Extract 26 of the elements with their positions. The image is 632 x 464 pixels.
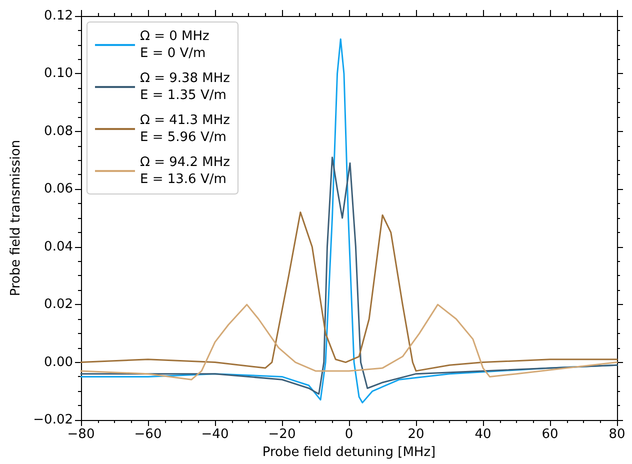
legend-label: Ω = 9.38 MHz E = 1.35 V/m: [140, 71, 230, 103]
y-tick-label: 0.04: [44, 239, 73, 254]
legend-label: Ω = 41.3 MHz E = 5.96 V/m: [140, 113, 230, 145]
y-tick-label: 0.12: [44, 8, 73, 24]
y-tick-label: −0.02: [33, 412, 73, 428]
x-tick-label: −40: [201, 427, 229, 442]
x-tick-label: 20: [408, 427, 424, 442]
x-tick-label: −20: [268, 427, 296, 442]
legend-label: Ω = 94.2 MHz E = 13.6 V/m: [140, 155, 230, 187]
x-tick-label: 80: [608, 427, 626, 442]
y-tick-label: 0.00: [44, 354, 73, 370]
x-axis-title: Probe field detuning [MHz]: [262, 445, 436, 460]
line-series: [80, 156, 618, 395]
x-tick-label: 0: [344, 427, 354, 442]
x-tick-label: 40: [474, 427, 492, 442]
legend-label: Ω = 0 MHz E = 0 V/m: [140, 29, 210, 61]
y-tick-label: 0.02: [44, 297, 73, 312]
line-series: [80, 304, 618, 380]
y-tick-label: 0.06: [44, 182, 73, 197]
y-axis-title: Probe field transmission: [8, 140, 24, 296]
x-tick-label: 60: [542, 427, 558, 442]
line-series: [80, 211, 618, 372]
x-tick-label: −60: [134, 427, 162, 442]
x-tick-label: −80: [67, 427, 95, 442]
y-tick-label: 0.08: [44, 124, 73, 139]
y-tick-label: 0.10: [44, 66, 73, 82]
